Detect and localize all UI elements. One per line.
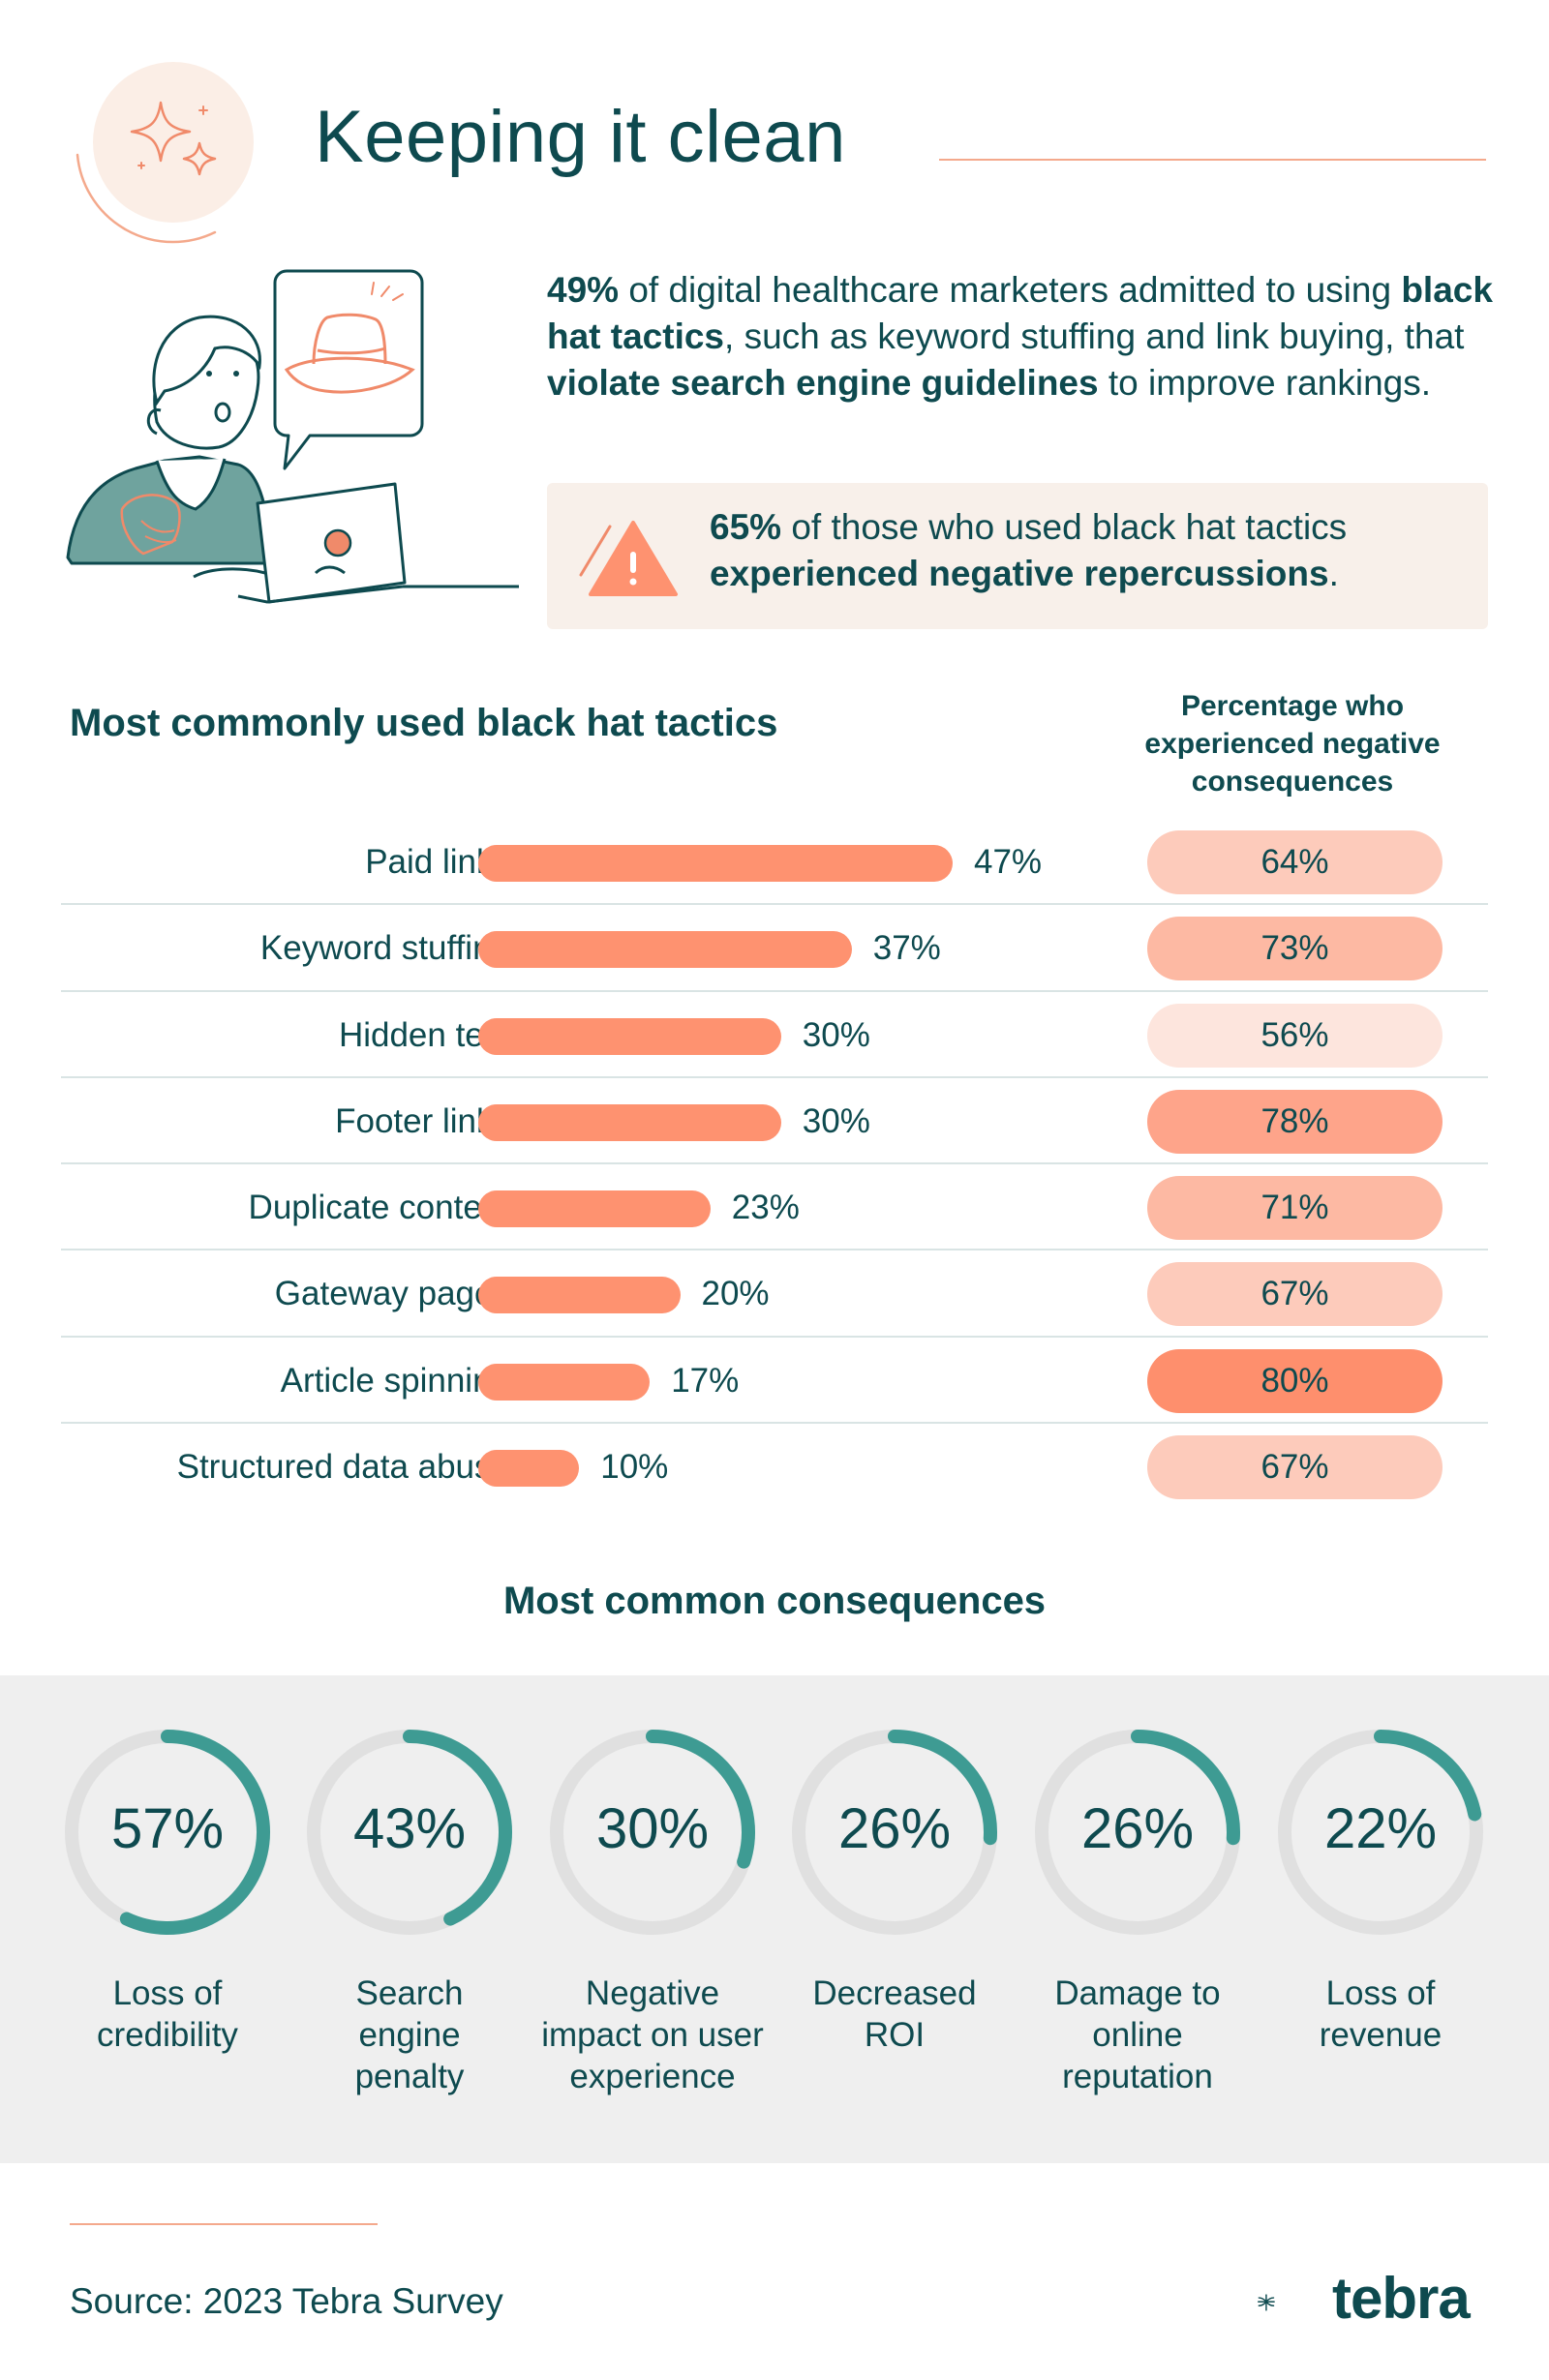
consequence-pill: 71% xyxy=(1147,1176,1443,1240)
donut-label-line: online xyxy=(1012,2014,1263,2056)
page-title: Keeping it clean xyxy=(315,95,846,179)
tactics-table: Paid links 47% 64% Keyword stuffing 37% 73% Hi… xyxy=(61,819,1488,1510)
donut-label-line: credibility xyxy=(42,2014,293,2056)
usage-value: 23% xyxy=(732,1164,800,1250)
donut-label-line: reputation xyxy=(1012,2056,1263,2097)
consequence-pill: 80% xyxy=(1147,1349,1443,1413)
usage-value: 20% xyxy=(702,1250,770,1337)
usage-value: 30% xyxy=(803,992,870,1078)
tactic-label: Keyword stuffing xyxy=(260,905,510,991)
title-divider xyxy=(939,159,1486,161)
tactic-label: Article spinning xyxy=(281,1338,510,1424)
donut-label: Damage to online reputation xyxy=(1012,1973,1263,2097)
table-row: Keyword stuffing 37% 73% xyxy=(61,905,1488,991)
donut-label-line: experience xyxy=(527,2056,778,2097)
donut-value: 30% xyxy=(544,1796,761,1861)
usage-value: 37% xyxy=(873,905,941,991)
donut-label-line: engine xyxy=(284,2014,535,2056)
consequences-heading: Most common consequences xyxy=(0,1580,1549,1623)
usage-bar xyxy=(478,1277,681,1313)
consequence-pill: 78% xyxy=(1147,1090,1443,1154)
donut-label-line: Loss of xyxy=(1255,1973,1506,2014)
donut-label-line: Decreased xyxy=(769,1973,1020,2014)
usage-value: 17% xyxy=(671,1338,739,1424)
donut-label-line: Search xyxy=(284,1973,535,2014)
intro-statement: 49% of digital healthcare marketers admi… xyxy=(547,267,1505,407)
donut-value: 43% xyxy=(301,1796,518,1861)
source-note: Source: 2023 Tebra Survey xyxy=(70,2281,503,2322)
usage-value: 30% xyxy=(803,1078,870,1164)
consequence-pill: 56% xyxy=(1147,1004,1443,1068)
donut-value: 26% xyxy=(786,1796,1003,1861)
table-row: Article spinning 17% 80% xyxy=(61,1338,1488,1424)
donut-label-line: revenue xyxy=(1255,2014,1506,2056)
usage-value: 47% xyxy=(974,819,1042,905)
usage-value: 10% xyxy=(600,1424,668,1510)
footer-divider xyxy=(70,2223,378,2225)
consequence-pill: 73% xyxy=(1147,917,1443,980)
usage-bar xyxy=(478,1104,781,1141)
usage-bar xyxy=(478,1450,579,1487)
donut-value: 26% xyxy=(1029,1796,1246,1861)
tebra-logo-icon xyxy=(1257,2271,1324,2335)
tactics-heading: Most commonly used black hat tactics xyxy=(70,702,777,745)
donut-value: 22% xyxy=(1272,1796,1489,1861)
usage-bar xyxy=(478,845,953,882)
donut-label-line: Loss of xyxy=(42,1973,293,2014)
donut-label: Decreased ROI xyxy=(769,1973,1020,2056)
table-row: Hidden text 30% 56% xyxy=(61,992,1488,1078)
table-row: Duplicate content 23% 71% xyxy=(61,1164,1488,1250)
consequence-pill: 67% xyxy=(1147,1435,1443,1499)
percentage-heading: Percentage who experienced negative cons… xyxy=(1123,687,1462,800)
usage-bar xyxy=(478,1018,781,1055)
marketer-illustration xyxy=(64,267,529,616)
tactic-label: Gateway pages xyxy=(275,1250,510,1337)
table-row: Gateway pages 20% 67% xyxy=(61,1250,1488,1337)
tactic-label: Duplicate content xyxy=(249,1164,510,1250)
usage-bar xyxy=(478,931,852,968)
table-row: Footer links 30% 78% xyxy=(61,1078,1488,1164)
donut-label-line: Damage to xyxy=(1012,1973,1263,2014)
donut-label: Loss of revenue xyxy=(1255,1973,1506,2056)
sparkle-icon xyxy=(122,93,228,190)
consequence-pill: 67% xyxy=(1147,1262,1443,1326)
donut-label-line: Negative xyxy=(527,1973,778,2014)
tactic-label: Structured data abuse xyxy=(177,1424,510,1510)
donut-label-line: penalty xyxy=(284,2056,535,2097)
donut-value: 57% xyxy=(59,1796,276,1861)
consequence-pill: 64% xyxy=(1147,830,1443,894)
table-row: Structured data abuse 10% 67% xyxy=(61,1424,1488,1510)
intro-stat: 49% xyxy=(547,270,619,310)
donut-label: Loss of credibility xyxy=(42,1973,293,2056)
usage-bar xyxy=(478,1190,711,1227)
warning-icon xyxy=(577,513,683,600)
donut-label-line: ROI xyxy=(769,2014,1020,2056)
donut-label: Search engine penalty xyxy=(284,1973,535,2097)
table-row: Paid links 47% 64% xyxy=(61,819,1488,905)
usage-bar xyxy=(478,1364,650,1401)
donut-label: Negative impact on user experience xyxy=(527,1973,778,2097)
tebra-logo-text: tebra xyxy=(1332,2265,1470,2332)
callout-text: 65% of those who used black hat tactics … xyxy=(710,504,1484,597)
donut-label-line: impact on user xyxy=(527,2014,778,2056)
